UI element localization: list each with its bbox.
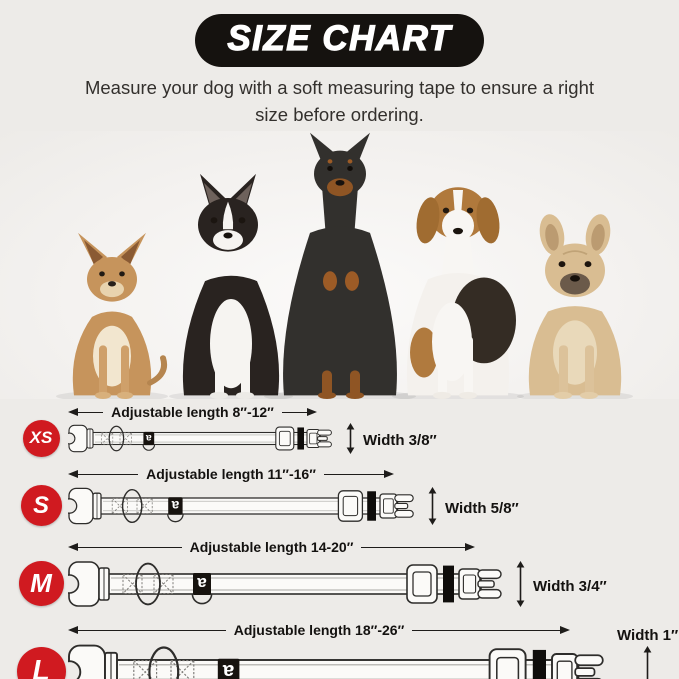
arrow-right-icon <box>465 543 476 552</box>
width-indicator: Width 3/4″ <box>515 560 607 612</box>
collar-diagram: a <box>57 638 608 679</box>
collar-column: Adjustable length 8″-12″ a <box>63 404 336 462</box>
dog-french-bulldog <box>517 213 633 399</box>
arrow-right-icon <box>384 470 395 479</box>
dogs-photo <box>0 130 679 399</box>
size-badge: S <box>20 485 62 527</box>
arrow-line <box>78 473 139 475</box>
svg-text:a: a <box>171 498 179 513</box>
width-indicator: Width 3/8″ <box>345 422 437 459</box>
width-arrow-icon <box>345 422 356 459</box>
size-badge: XS <box>22 419 60 457</box>
arrow-line <box>361 546 466 548</box>
length-arrow: Adjustable length 11″-16″ <box>68 466 395 483</box>
size-badge: M <box>18 561 64 607</box>
page-title: SIZE CHART <box>227 18 452 58</box>
arrow-right-icon <box>307 408 317 417</box>
width-arrow-icon <box>515 560 526 612</box>
size-row-m: M Adjustable length 14-20″ a Width 3/4″ <box>14 539 679 618</box>
badge-cell: L <box>14 647 68 679</box>
dog-chihuahua <box>56 232 168 399</box>
size-row-xs: XS Adjustable length 8″-12″ a Width 3/8″ <box>14 404 679 462</box>
width-arrow-icon <box>642 645 653 679</box>
width-arrow-icon <box>427 486 438 530</box>
dog-beagle <box>392 186 524 399</box>
size-row-l: L Adjustable length 18″-26″ a Width 1″ <box>14 622 679 679</box>
header: SIZE CHART Measure your dog with a soft … <box>0 0 679 129</box>
size-badge: L <box>16 647 66 679</box>
arrow-line <box>323 473 385 475</box>
svg-text:a: a <box>197 574 207 593</box>
size-row-s: S Adjustable length 11″-16″ a Width 5/8″ <box>14 466 679 535</box>
svg-text:a: a <box>146 432 152 443</box>
size-letter: XS <box>29 428 53 448</box>
collar-diagram: a <box>59 555 506 618</box>
badge-cell: M <box>14 561 68 607</box>
title-banner: SIZE CHART <box>195 14 484 67</box>
arrow-left-icon <box>68 470 78 479</box>
subtitle: Measure your dog with a soft measuring t… <box>84 77 595 125</box>
width-indicator: Width 1″ <box>617 627 678 679</box>
width-label: Width 5/8″ <box>445 499 519 517</box>
svg-text:a: a <box>222 659 234 679</box>
arrow-line <box>281 411 307 413</box>
collar-diagram: a <box>63 420 336 462</box>
width-label: Width 3/4″ <box>533 577 607 595</box>
length-arrow: Adjustable length 18″-26″ <box>68 622 570 639</box>
collar-diagram: a <box>61 482 418 535</box>
length-label: Adjustable length 11″-16″ <box>146 466 316 483</box>
collar-column: Adjustable length 18″-26″ a <box>57 622 608 679</box>
width-indicator: Width 5/8″ <box>427 486 519 530</box>
size-letter: L <box>32 655 50 679</box>
size-letter: S <box>33 491 49 519</box>
length-label: Adjustable length 8″-12″ <box>111 404 274 421</box>
size-rows: XS Adjustable length 8″-12″ a Width 3/8″… <box>0 404 679 679</box>
length-label: Adjustable length 18″-26″ <box>233 622 405 639</box>
arrow-line <box>78 546 182 548</box>
length-label: Adjustable length 14-20″ <box>189 539 354 556</box>
arrow-right-icon <box>560 626 570 635</box>
size-letter: M <box>30 568 52 599</box>
length-arrow: Adjustable length 14-20″ <box>68 539 476 556</box>
arrow-line <box>412 629 560 631</box>
dog-doberman <box>264 132 416 399</box>
length-arrow: Adjustable length 8″-12″ <box>68 404 317 421</box>
collar-column: Adjustable length 11″-16″ a <box>61 466 418 535</box>
badge-cell: XS <box>14 419 68 457</box>
dog-boston-terrier <box>169 173 293 399</box>
badge-cell: S <box>14 485 68 527</box>
collar-column: Adjustable length 14-20″ a <box>59 539 506 618</box>
arrow-left-icon <box>68 543 78 552</box>
arrow-line <box>78 629 226 631</box>
arrow-left-icon <box>68 408 78 417</box>
arrow-line <box>78 411 104 413</box>
arrow-left-icon <box>68 626 78 635</box>
width-label: Width 3/8″ <box>363 432 437 450</box>
width-label: Width 1″ <box>617 626 679 644</box>
